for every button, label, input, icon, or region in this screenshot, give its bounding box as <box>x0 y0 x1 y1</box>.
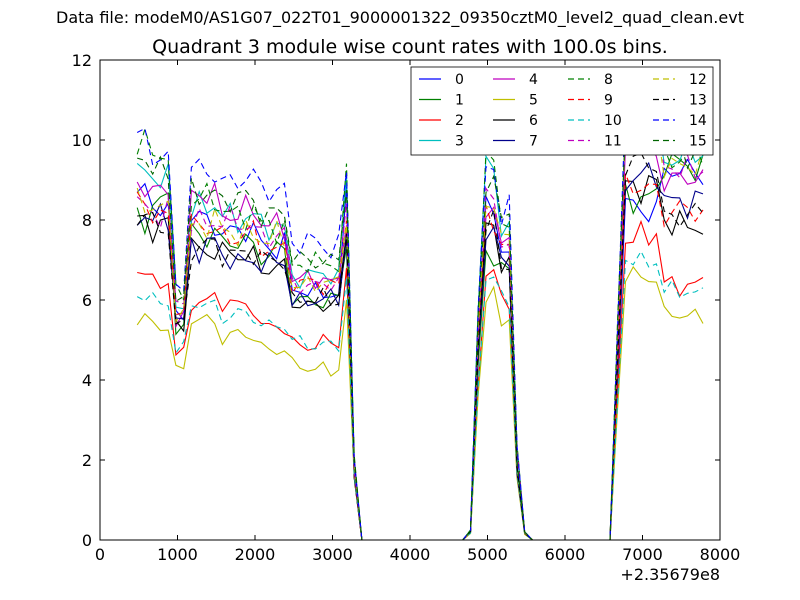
ticks-layer: 0 1000 2000 3000 4000 5000 6000 7000 80000246810… <box>72 51 741 564</box>
legend-label-5: 5 <box>529 93 538 109</box>
legend-label-12: 12 <box>689 72 707 88</box>
legend-label-13: 13 <box>689 93 707 109</box>
legend-label-15: 15 <box>689 134 707 150</box>
legend-label-4: 4 <box>529 72 538 88</box>
legend-label-3: 3 <box>455 134 464 150</box>
legend-label-9: 9 <box>604 93 613 109</box>
y-tick-label: 0 <box>82 531 92 550</box>
x-tick-label: 4000 <box>390 545 431 564</box>
x-tick-label: 5000 <box>467 545 508 564</box>
x-tick-label: 1000 <box>157 545 198 564</box>
legend-label-2: 2 <box>455 113 464 129</box>
series-layer <box>136 95 704 541</box>
legend-label-0: 0 <box>455 72 464 88</box>
legend-label-14: 14 <box>689 113 707 129</box>
x-tick-label: 7000 <box>622 545 663 564</box>
series-line-12 <box>136 117 704 541</box>
y-tick-label: 2 <box>82 451 92 470</box>
series-line-9 <box>136 173 704 541</box>
x-tick-label: 3000 <box>312 545 353 564</box>
legend-label-6: 6 <box>529 113 538 129</box>
legend-label-7: 7 <box>529 134 538 150</box>
x-tick-label: 6000 <box>545 545 586 564</box>
y-tick-label: 10 <box>72 131 92 150</box>
y-tick-label: 4 <box>82 371 92 390</box>
legend-label-1: 1 <box>455 93 464 109</box>
legend-label-10: 10 <box>604 113 622 129</box>
figure-suptitle: Data file: modeM0/AS1G07_022T01_90000013… <box>56 8 744 27</box>
x-tick-label: 2000 <box>235 545 276 564</box>
y-tick-label: 6 <box>82 291 92 310</box>
y-tick-label: 12 <box>72 51 92 70</box>
x-axis-offset-label: +2.35679e8 <box>620 565 720 584</box>
legend-label-11: 11 <box>604 134 622 150</box>
x-tick-label: 8000 <box>700 545 741 564</box>
legend-box <box>410 66 714 156</box>
legend-label-8: 8 <box>604 72 613 88</box>
chart-title: Quadrant 3 module wise count rates with … <box>152 36 668 58</box>
series-line-2 <box>137 219 704 541</box>
x-tick-label: 0 <box>95 545 105 564</box>
y-tick-label: 8 <box>82 211 92 230</box>
